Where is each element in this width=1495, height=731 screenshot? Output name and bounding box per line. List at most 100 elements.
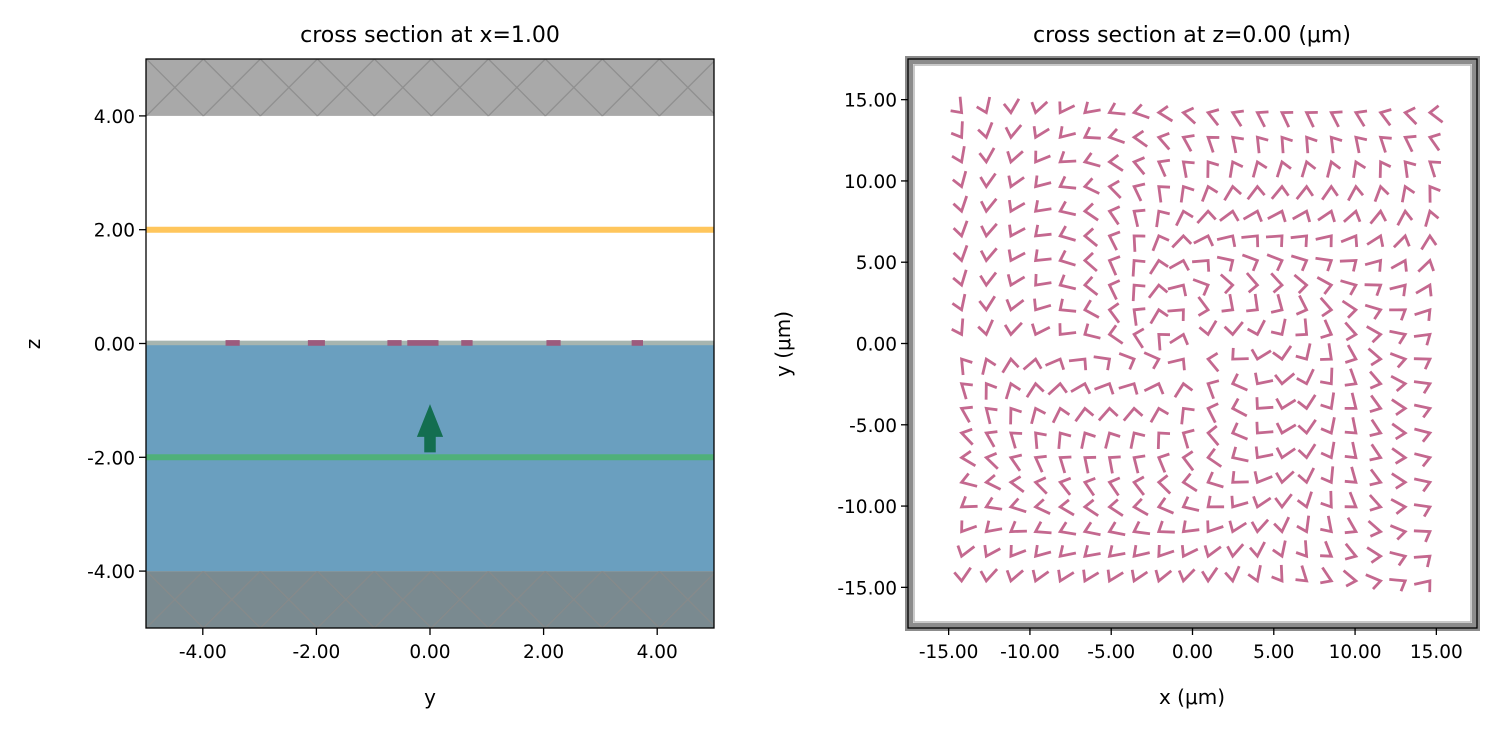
metasurface-element: [984, 430, 998, 448]
metasurface-element: [1058, 225, 1076, 242]
surface-structure: [631, 340, 643, 346]
metasurface-element: [1267, 209, 1287, 223]
metasurface-element: [1206, 135, 1220, 153]
metasurface-element: [1107, 205, 1121, 226]
metasurface-element: [1413, 579, 1432, 593]
metasurface-element: [1216, 234, 1237, 248]
metasurface-element: [1275, 470, 1295, 485]
metasurface-element: [1255, 135, 1269, 154]
metasurface-element: [1241, 253, 1260, 272]
metasurface-element: [1427, 132, 1441, 152]
metasurface-element: [1413, 332, 1432, 346]
metasurface-element: [1156, 474, 1172, 495]
metasurface-element: [983, 474, 1002, 491]
metasurface-element: [984, 406, 998, 425]
metasurface-element: [1008, 475, 1025, 494]
metasurface-element: [1167, 308, 1185, 322]
metasurface-element: [1369, 468, 1383, 487]
metasurface-element: [1082, 202, 1099, 222]
metasurface-element: [1319, 367, 1334, 386]
metasurface-element: [1365, 573, 1383, 591]
metasurface-element: [1107, 230, 1121, 251]
metasurface-element: [1221, 293, 1235, 313]
metasurface-element: [1344, 392, 1358, 410]
metasurface-element: [1009, 406, 1023, 425]
metasurface-element: [1378, 135, 1392, 153]
metasurface-element: [1230, 135, 1245, 154]
left-y-axis-label: z: [21, 339, 45, 350]
metasurface-element: [1107, 521, 1126, 537]
metasurface-element: [1223, 321, 1244, 337]
left-x-tick-label: 2.00: [523, 642, 564, 663]
metasurface-element: [1316, 276, 1334, 295]
metasurface-element: [1151, 234, 1170, 252]
right-x-axis-label: x (μm): [1159, 685, 1225, 709]
metasurface-element: [1230, 397, 1248, 418]
left-cross-section-chart: cross section at x=1.00 -4.00 -2.00 0.00 2.…: [21, 23, 715, 709]
metasurface-element: [1179, 184, 1195, 203]
metasurface-element: [1034, 431, 1047, 450]
metasurface-element: [1197, 296, 1211, 317]
metasurface-element: [1191, 258, 1211, 272]
metasurface-element: [1004, 381, 1022, 400]
metasurface-element: [1344, 491, 1358, 509]
metasurface-element: [1147, 283, 1169, 299]
metasurface-element: [1344, 542, 1359, 561]
metasurface-element: [1180, 406, 1195, 425]
top-pml-hatch: [146, 59, 714, 117]
metasurface-element: [978, 147, 996, 165]
metasurface-element: [1008, 520, 1027, 534]
metasurface-element: [1413, 357, 1433, 370]
bottom-pml-region: [146, 571, 714, 628]
metasurface-element: [1391, 472, 1408, 490]
metasurface-element: [1107, 102, 1126, 116]
metasurface-element: [1280, 135, 1294, 154]
metasurface-element: [1366, 325, 1383, 344]
metasurface-element: [1205, 108, 1220, 127]
metasurface-element: [1131, 520, 1151, 536]
metasurface-element: [1230, 422, 1249, 441]
metasurface-element: [1230, 495, 1249, 509]
right-x-tick-label: 0.00: [1172, 642, 1213, 663]
metasurface-element: [1058, 200, 1077, 217]
left-chart-title: cross section at x=1.00: [300, 23, 560, 48]
metasurface-element: [1082, 177, 1100, 195]
metasurface-element: [1369, 370, 1383, 390]
metasurface-element: [1206, 495, 1225, 509]
metasurface-element: [1275, 397, 1297, 411]
left-y-tick-label: 4.00: [94, 107, 135, 128]
metasurface-element: [1402, 106, 1418, 126]
metasurface-element: [1167, 283, 1188, 297]
metasurface-element: [1275, 422, 1297, 435]
metasurface-element: [1156, 131, 1171, 151]
metasurface-element: [1104, 431, 1121, 449]
source-direction-arrow: [416, 404, 444, 453]
right-x-tick-label: -10.00: [1000, 642, 1060, 663]
metasurface-element: [1008, 199, 1026, 214]
metasurface-element: [1156, 158, 1171, 178]
metasurface-element: [1251, 159, 1268, 178]
metasurface-element: [1168, 258, 1190, 272]
metasurface-element: [1326, 159, 1342, 178]
metasurface-element: [1006, 150, 1024, 165]
surface-structure: [387, 340, 402, 346]
metasurface-element: [1157, 185, 1171, 203]
metasurface-element: [1292, 209, 1312, 223]
metasurface-element: [1033, 454, 1047, 473]
metasurface-element: [1300, 159, 1317, 178]
metasurface-element: [1131, 156, 1146, 176]
metasurface-element: [1082, 521, 1101, 537]
metasurface-element: [1320, 466, 1335, 485]
metasurface-element: [1390, 258, 1408, 272]
metasurface-element: [1366, 546, 1384, 564]
metasurface-element: [1320, 540, 1334, 558]
metasurface-element: [1296, 491, 1313, 510]
metasurface-element: [1389, 308, 1408, 321]
metasurface-element: [1131, 258, 1146, 277]
left-y-tick-label: 2.00: [94, 221, 135, 242]
metasurface-element: [1132, 182, 1146, 202]
metasurface-element: [1228, 159, 1244, 178]
metasurface-element: [1295, 343, 1312, 361]
right-x-tick-label: -5.00: [1087, 642, 1135, 663]
metasurface-element: [1057, 431, 1072, 450]
